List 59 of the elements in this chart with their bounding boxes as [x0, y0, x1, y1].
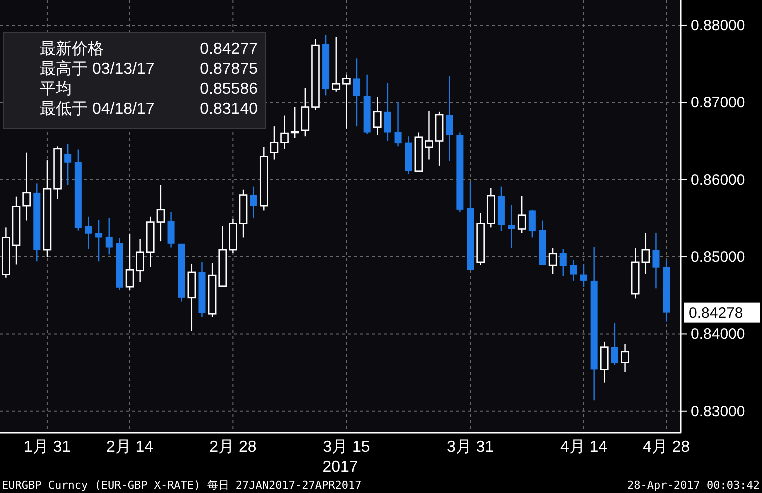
annotation: 0.84277	[200, 41, 258, 58]
candlestick	[528, 209, 536, 238]
annotation: 0.87875	[200, 61, 258, 78]
candlestick	[126, 233, 134, 291]
candlestick	[301, 87, 310, 138]
x-tick-label: 4月 28	[642, 439, 690, 456]
annotation: 最低于 04/18/17	[40, 101, 155, 118]
annotation: 平均	[40, 81, 72, 98]
candlestick	[106, 218, 113, 256]
candlestick	[652, 232, 660, 290]
annotation: 最新价格	[40, 40, 104, 58]
candlestick	[156, 184, 166, 242]
candlestick	[332, 36, 341, 92]
y-tick-label: 0.85000	[691, 249, 746, 266]
candlestick	[570, 260, 578, 282]
y-tick-label: 0.87000	[691, 94, 746, 112]
text: EURGBP Curncy (EUR-GBP X-RATE) 每日 27JAN2017-27APR2017	[2, 479, 362, 492]
candlestick	[373, 96, 382, 136]
y-tick-label: 0.83000	[691, 403, 746, 420]
candlestick	[425, 110, 434, 160]
x-tick-label: 2月 28	[210, 439, 257, 456]
candlestick	[290, 106, 300, 139]
candlestick	[22, 152, 31, 222]
candlestick	[580, 264, 588, 288]
y-tick-label: 0.84000	[691, 326, 746, 344]
candlestick	[611, 322, 618, 366]
candlestick	[250, 186, 258, 220]
candlestick	[394, 102, 402, 148]
x-axis-title: 2017	[322, 459, 358, 476]
candlestick	[270, 126, 279, 160]
annotation: 0.83140	[200, 101, 258, 118]
candlestick	[168, 212, 175, 248]
candlestick	[96, 219, 103, 262]
y-tick-label: 0.88000	[691, 17, 746, 34]
text: 0.84278	[689, 304, 744, 322]
candlestick	[600, 341, 609, 384]
candlestick	[446, 76, 454, 162]
x-tick-label: 2月 14	[106, 439, 154, 456]
candlestick	[548, 248, 558, 275]
candlestick	[642, 232, 650, 275]
candlestick	[136, 238, 144, 284]
candlestick	[85, 216, 92, 250]
candlestick	[560, 248, 567, 277]
x-tick-label: 3月 15	[323, 439, 370, 456]
candlestick	[518, 195, 526, 234]
candlestick	[342, 74, 351, 130]
candlestick	[384, 82, 392, 142]
candlestick	[621, 344, 630, 373]
candlestick	[508, 204, 516, 250]
candlestick	[354, 58, 361, 128]
y-tick-label: 0.86000	[691, 172, 746, 189]
x-tick-label: 1月 31	[24, 439, 72, 456]
candlestick	[64, 144, 72, 186]
x-tick-label: 3月 31	[446, 439, 494, 456]
x-tick-label: 4月 14	[560, 439, 608, 456]
annotation: 最高于 03/13/17	[40, 60, 155, 78]
candlestick	[280, 115, 289, 150]
annotation: 0.85586	[200, 81, 258, 98]
text: 28-Apr-2017 00:03:42	[628, 479, 760, 492]
